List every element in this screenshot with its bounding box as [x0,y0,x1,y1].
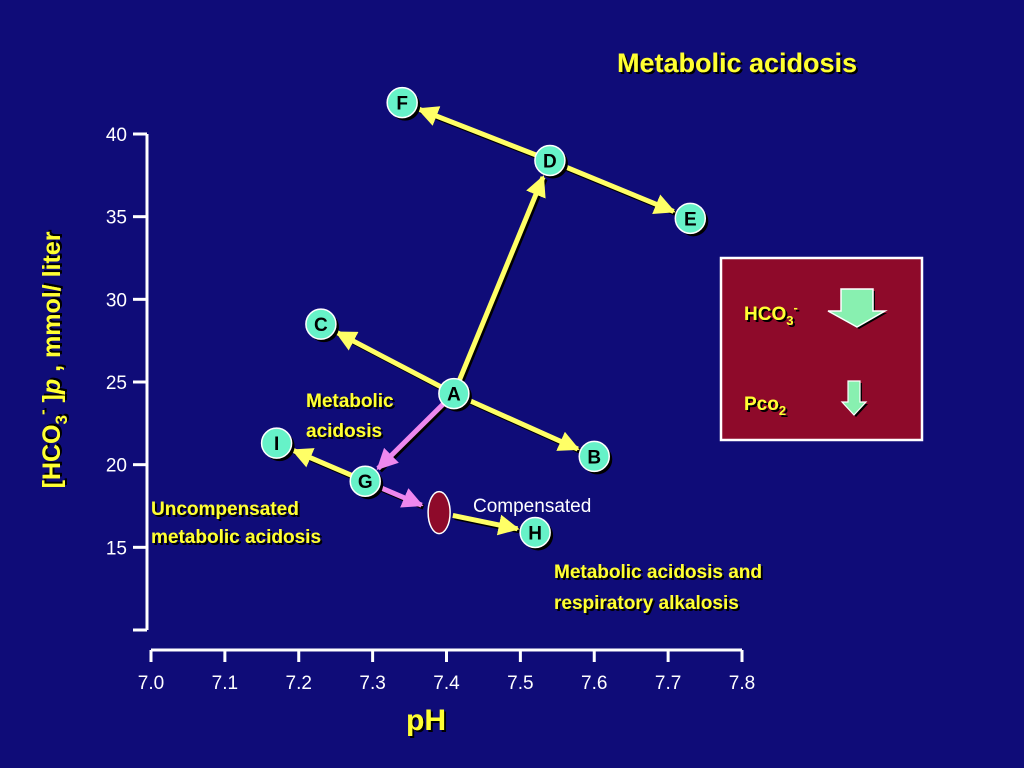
point-label: C [314,315,328,336]
x-tick-label: 7.3 [359,673,385,694]
arrow-d-to-f [416,106,539,159]
arrow-shadow [458,178,548,385]
annotation-uncompensated-line1: Uncompensated [151,499,299,520]
annotation-uncompensated-line2: metabolic acidosis [151,527,321,548]
point-marker [349,465,381,497]
y-ticks: 40 35 30 25 20 15 [106,125,147,632]
annotation-metabolic-acidosis-line1: Metabolic [306,391,394,412]
arrow-a-to-g [376,400,447,471]
arrow-a-to-b [464,396,580,452]
y-tick-label: 20 [106,456,127,477]
x-tick-label: 7.6 [581,673,607,694]
arrow-shadow [378,402,449,473]
point-e: E [674,202,709,237]
x-tick-label: 7.5 [507,673,533,694]
point-marker [578,440,610,473]
point-f: F [386,86,421,121]
annotation-resp-alk-line2: respiratory alkalosis [554,593,739,614]
x-ticks: 7.0 7.1 7.2 7.3 7.4 7.5 7.6 7.7 7.8 [138,650,755,694]
x-tick-label: 7.1 [212,673,238,694]
point-d: D [534,144,568,179]
arrow-a-to-c [335,330,444,390]
point-marker [519,516,551,549]
arrow-oval-to-h [452,512,520,536]
point-label: I [274,434,279,455]
y-tick-label: 35 [106,208,127,229]
point-c: C [305,308,339,343]
point-marker [534,144,566,177]
point-b: B [578,440,613,475]
y-tick-label: 30 [106,290,127,311]
point-marker [386,86,418,119]
annotation-metabolic-acidosis-line2: acidosis [306,421,382,442]
point-marker [438,377,470,410]
arrow-a-to-d [456,175,546,383]
x-tick-label: 7.0 [138,673,164,694]
arrow-g-to-oval [376,483,424,508]
page-title: Metabolic acidosis [617,48,857,78]
point-label: H [528,523,542,544]
legend-box: HCO3- Pco2 [719,256,924,442]
points-layer: A B C D E F G H I [260,86,709,551]
point-h: H [519,516,554,551]
arrow-d-to-e [560,163,676,214]
point-i: I [260,427,295,462]
x-tick-label: 7.4 [433,673,460,694]
point-label: G [358,472,373,493]
annotation-resp-alk-line1: Metabolic acidosis and [554,562,762,583]
point-g: G [349,465,384,500]
point-label: A [447,385,461,406]
annotation-compensated: Compensated [473,496,591,517]
point-label: B [587,447,601,468]
y-axis-label: [HCO3- ]p , mmol/ liter [33,231,71,488]
x-tick-label: 7.8 [729,673,755,694]
pco2-down-arrow-icon [840,380,868,417]
point-a: A [438,377,472,412]
point-marker [674,202,707,235]
point-marker [305,308,337,340]
x-axis-label: pH [406,704,446,737]
point-label: D [543,151,557,172]
arrows-layer [291,106,677,536]
arrow-g-to-i [291,447,355,479]
y-tick-label: 40 [106,125,127,146]
pco2-label: Pco2 [744,394,786,418]
point-marker [260,427,293,459]
y-tick-label: 15 [106,538,127,559]
hco3-down-arrow-icon [827,288,888,329]
hco3-label: HCO3- [744,300,798,328]
point-label: E [684,209,697,230]
compensated-oval [427,490,451,535]
x-tick-label: 7.2 [286,673,312,694]
point-label: F [396,94,408,115]
x-tick-label: 7.7 [655,673,681,694]
y-tick-label: 25 [106,373,127,394]
